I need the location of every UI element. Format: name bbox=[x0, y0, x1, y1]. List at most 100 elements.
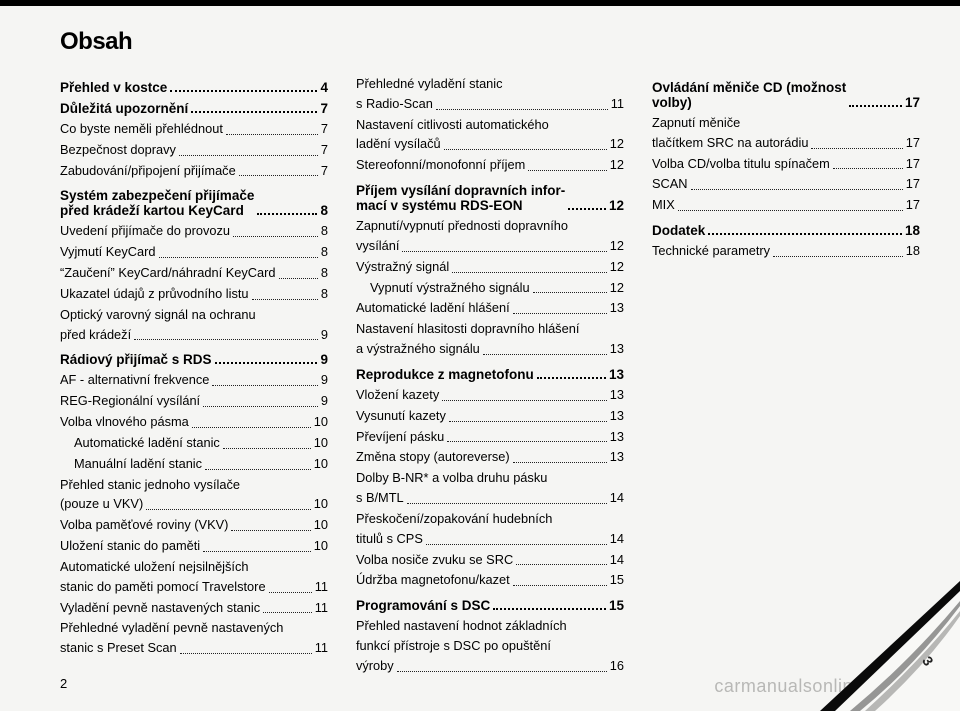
entry-label: a výstražného signálu bbox=[356, 339, 480, 359]
leader-dots bbox=[447, 441, 607, 442]
entry-label: titulů s CPS bbox=[356, 529, 423, 549]
toc-entry: Uložení stanic do paměti10 bbox=[60, 536, 328, 556]
entry-label: SCAN bbox=[652, 174, 688, 194]
toc-entry: Vložení kazety13 bbox=[356, 385, 624, 405]
toc-section: Příjem vysílání dopravních infor- mací v… bbox=[356, 183, 624, 213]
section-page: 8 bbox=[320, 203, 328, 218]
entry-page: 18 bbox=[906, 241, 920, 261]
toc-entry: Volba paměťové roviny (VKV)10 bbox=[60, 515, 328, 535]
toc-entry: Automatické ladění hlášení13 bbox=[356, 298, 624, 318]
entry-label: stanic do paměti pomocí Travelstore bbox=[60, 577, 266, 597]
entry-page: 12 bbox=[610, 257, 624, 277]
leader-dots bbox=[452, 272, 607, 273]
entry-page: 7 bbox=[321, 140, 328, 160]
toc-entry: Vyjmutí KeyCard8 bbox=[60, 242, 328, 262]
toc-entry: Co byste neměli přehlédnout7 bbox=[60, 119, 328, 139]
entry-label: Volba CD/volba titulu spínačem bbox=[652, 154, 830, 174]
entry-page: 11 bbox=[315, 638, 328, 658]
leader-dots bbox=[134, 339, 318, 340]
leader-dots bbox=[215, 362, 318, 364]
entry-label: Volba paměťové roviny (VKV) bbox=[60, 515, 228, 535]
toc-entry: SCAN17 bbox=[652, 174, 920, 194]
section-label: Ovládání měniče CD (možnost volby) bbox=[652, 80, 846, 110]
toc-entry: titulů s CPS14 bbox=[356, 529, 624, 549]
leader-dots bbox=[226, 134, 318, 135]
leader-dots bbox=[170, 90, 317, 92]
toc-entry-continuation: Přehledné vyladění pevně nastavených bbox=[60, 618, 328, 638]
entry-label: Uložení stanic do paměti bbox=[60, 536, 200, 556]
leader-dots bbox=[444, 149, 607, 150]
entry-page: 8 bbox=[321, 263, 328, 283]
entry-page: 7 bbox=[321, 161, 328, 181]
entry-label: s B/MTL bbox=[356, 488, 404, 508]
leader-dots bbox=[513, 585, 607, 586]
leader-dots bbox=[833, 168, 903, 169]
toc-section: Přehled v kostce 4 bbox=[60, 80, 328, 95]
toc-entry: a výstražného signálu 13 bbox=[356, 339, 624, 359]
leader-dots bbox=[402, 251, 606, 252]
entry-page: 16 bbox=[610, 656, 624, 676]
toc-entry: Stereofonní/monofonní příjem12 bbox=[356, 155, 624, 175]
toc-entry: Výstražný signál 12 bbox=[356, 257, 624, 277]
entry-label: Manuální ladění stanic bbox=[60, 454, 202, 474]
entry-label: (pouze u VKV) bbox=[60, 494, 143, 514]
entry-label: Stereofonní/monofonní příjem bbox=[356, 155, 525, 175]
leader-dots bbox=[442, 400, 607, 401]
section-label: Systém zabezpečení přijímače před krádež… bbox=[60, 188, 254, 218]
toc-entry: Volba vlnového pásma10 bbox=[60, 412, 328, 432]
entry-page: 11 bbox=[315, 598, 328, 618]
entry-page: 13 bbox=[610, 339, 624, 359]
column-3: Ovládání měniče CD (možnost volby) 17 Za… bbox=[652, 74, 920, 677]
page-number: 2 bbox=[60, 676, 67, 691]
entry-label: Volba nosiče zvuku se SRC bbox=[356, 550, 513, 570]
leader-dots bbox=[203, 406, 318, 407]
entry-page: 7 bbox=[321, 119, 328, 139]
entry-page: 9 bbox=[321, 391, 328, 411]
entry-label: Vysunutí kazety bbox=[356, 406, 446, 426]
leader-dots bbox=[773, 256, 903, 257]
entry-label: Vložení kazety bbox=[356, 385, 439, 405]
toc-entry: Vypnutí výstražného signálu12 bbox=[356, 278, 624, 298]
section-page: 15 bbox=[609, 598, 624, 613]
watermark-text: carmanualsonline.info bbox=[714, 676, 900, 697]
toc-entry-continuation: Nastavení citlivosti automatického bbox=[356, 115, 624, 135]
section-page: 18 bbox=[905, 223, 920, 238]
toc-entry: AF - alternativní frekvence9 bbox=[60, 370, 328, 390]
entry-label: před krádeží bbox=[60, 325, 131, 345]
leader-dots bbox=[205, 469, 311, 470]
toc-entry-continuation: Zapnutí měniče bbox=[652, 113, 920, 133]
leader-dots bbox=[212, 385, 318, 386]
leader-dots bbox=[533, 292, 607, 293]
entry-label: Automatické ladění hlášení bbox=[356, 298, 510, 318]
leader-dots bbox=[436, 109, 608, 110]
entry-page: 14 bbox=[610, 488, 624, 508]
entry-page: 12 bbox=[610, 236, 624, 256]
toc-entry: před krádeží9 bbox=[60, 325, 328, 345]
entry-label: ladění vysílačů bbox=[356, 134, 441, 154]
entry-label: Výstražný signál bbox=[356, 257, 449, 277]
toc-entry-continuation: Přeskočení/zopakování hudebních bbox=[356, 509, 624, 529]
entry-page: 17 bbox=[906, 154, 920, 174]
leader-dots bbox=[397, 671, 607, 672]
entry-page: 8 bbox=[321, 242, 328, 262]
entry-page: 13 bbox=[610, 447, 624, 467]
leader-dots bbox=[811, 148, 902, 149]
leader-dots bbox=[146, 509, 311, 510]
toc-entry: REG-Regionální vysílání 9 bbox=[60, 391, 328, 411]
toc-entry: Uvedení přijímače do provozu8 bbox=[60, 221, 328, 241]
toc-section: Reprodukce z magnetofonu 13 bbox=[356, 367, 624, 382]
entry-label: Převíjení pásku bbox=[356, 427, 444, 447]
section-page: 7 bbox=[320, 101, 328, 116]
entry-label: tlačítkem SRC na autorádiu bbox=[652, 133, 808, 153]
toc-entry: Vysunutí kazety 13 bbox=[356, 406, 624, 426]
leader-dots bbox=[252, 299, 318, 300]
entry-page: 12 bbox=[610, 278, 624, 298]
entry-label: REG-Regionální vysílání bbox=[60, 391, 200, 411]
entry-label: Automatické ladění stanic bbox=[60, 433, 220, 453]
section-label: Reprodukce z magnetofonu bbox=[356, 367, 534, 382]
entry-page: 8 bbox=[321, 221, 328, 241]
toc-entry: “Zaučení” KeyCard/náhradní KeyCard8 bbox=[60, 263, 328, 283]
entry-page: 10 bbox=[314, 494, 328, 514]
entry-page: 13 bbox=[610, 406, 624, 426]
leader-dots bbox=[678, 210, 903, 211]
